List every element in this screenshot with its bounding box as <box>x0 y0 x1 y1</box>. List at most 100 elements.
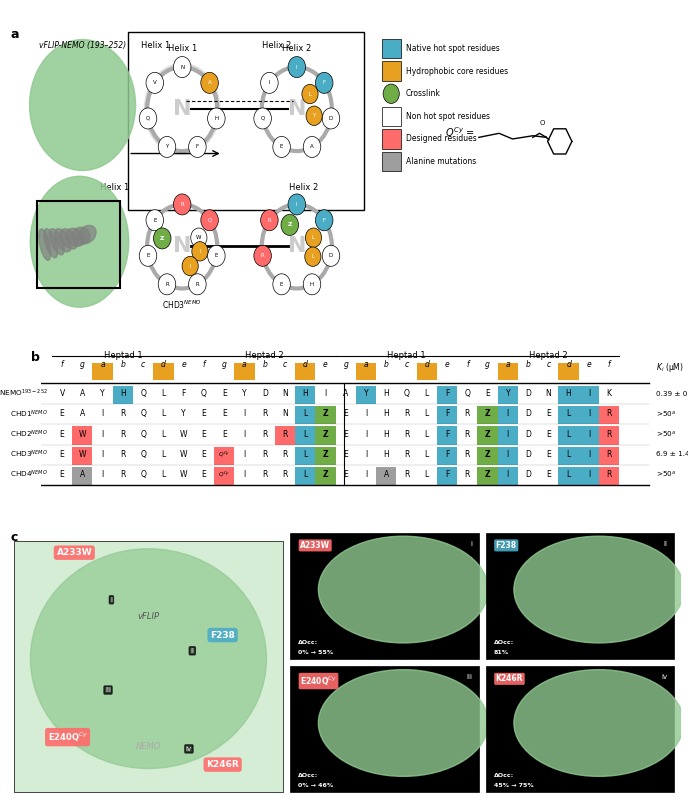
Text: F: F <box>196 145 199 149</box>
Bar <box>92 427 113 444</box>
Text: E: E <box>343 410 348 419</box>
Bar <box>396 427 417 444</box>
Text: a: a <box>364 360 368 368</box>
Text: i: i <box>470 541 472 547</box>
Bar <box>235 427 255 444</box>
Text: 0% → 46%: 0% → 46% <box>298 783 334 788</box>
Text: A233W: A233W <box>56 548 92 558</box>
Text: R: R <box>464 469 470 479</box>
Bar <box>396 386 417 404</box>
Circle shape <box>322 246 340 267</box>
Text: L: L <box>566 469 571 479</box>
Text: 0% → 55%: 0% → 55% <box>298 650 334 654</box>
Bar <box>437 467 457 485</box>
Text: Q: Q <box>140 389 146 398</box>
Bar <box>579 467 599 485</box>
Text: d: d <box>424 360 429 368</box>
Text: Z: Z <box>323 469 328 479</box>
Text: R: R <box>262 410 268 419</box>
Text: W: W <box>180 450 187 459</box>
Bar <box>437 447 457 465</box>
Text: F: F <box>445 430 449 439</box>
Bar <box>194 386 214 404</box>
Circle shape <box>261 210 278 231</box>
Text: $Q^{Cy}$ =: $Q^{Cy}$ = <box>445 125 475 141</box>
Text: 45% → 75%: 45% → 75% <box>494 783 533 788</box>
Text: R: R <box>120 450 125 459</box>
Text: D: D <box>525 389 531 398</box>
Circle shape <box>254 246 271 267</box>
Bar <box>579 386 599 404</box>
Circle shape <box>158 274 175 295</box>
Text: F238: F238 <box>495 541 517 550</box>
Bar <box>396 406 417 424</box>
Bar <box>72 427 92 444</box>
Bar <box>72 386 92 404</box>
Text: E240Q$^{Cy}$: E240Q$^{Cy}$ <box>300 675 337 688</box>
Text: L: L <box>303 450 308 459</box>
Text: E: E <box>202 430 206 439</box>
Text: I: I <box>365 450 367 459</box>
Text: L: L <box>424 430 429 439</box>
Text: R: R <box>262 450 268 459</box>
Text: A: A <box>384 469 389 479</box>
Text: E: E <box>60 450 65 459</box>
Text: ΔOcc:: ΔOcc: <box>298 773 319 778</box>
Bar <box>458 467 477 485</box>
Text: Crosslink: Crosslink <box>406 89 441 99</box>
Text: I: I <box>324 389 327 398</box>
Text: R: R <box>165 282 169 287</box>
Bar <box>497 427 518 444</box>
Bar <box>477 447 497 465</box>
Circle shape <box>305 228 321 247</box>
Text: $Q^{Cy}$: $Q^{Cy}$ <box>218 469 230 479</box>
Bar <box>235 363 255 380</box>
Bar <box>356 363 376 380</box>
Ellipse shape <box>50 229 65 255</box>
Bar <box>255 447 275 465</box>
Ellipse shape <box>30 176 129 307</box>
Text: L: L <box>161 450 166 459</box>
Bar <box>599 447 619 465</box>
Bar <box>437 406 457 424</box>
Bar <box>356 427 376 444</box>
Text: V: V <box>59 389 65 398</box>
Bar <box>538 447 559 465</box>
Circle shape <box>208 108 225 129</box>
Text: L: L <box>161 430 166 439</box>
Bar <box>437 427 457 444</box>
Bar <box>315 427 336 444</box>
Bar <box>92 447 113 465</box>
Text: Helix 2: Helix 2 <box>289 183 318 191</box>
Text: R: R <box>262 469 268 479</box>
Text: O: O <box>539 120 545 126</box>
Text: Z: Z <box>323 430 328 439</box>
Text: L: L <box>312 255 314 259</box>
Bar <box>92 386 113 404</box>
Bar <box>559 363 579 380</box>
Circle shape <box>146 73 164 94</box>
Text: d: d <box>161 360 166 368</box>
Text: c: c <box>546 360 550 368</box>
Circle shape <box>261 73 278 94</box>
Bar <box>518 467 538 485</box>
Bar <box>92 363 113 380</box>
Text: c: c <box>10 532 18 545</box>
Bar <box>72 406 92 424</box>
Bar <box>194 406 214 424</box>
Text: N: N <box>288 99 306 119</box>
Text: D: D <box>525 450 531 459</box>
Ellipse shape <box>66 229 84 246</box>
Bar <box>538 386 559 404</box>
Text: D: D <box>525 430 531 439</box>
Bar <box>376 447 396 465</box>
Text: CHD1$^{NEMO}$: CHD1$^{NEMO}$ <box>10 408 47 419</box>
Text: R: R <box>120 410 125 419</box>
Circle shape <box>158 137 175 158</box>
Text: A: A <box>343 389 348 398</box>
Text: R: R <box>606 450 612 459</box>
Bar <box>173 406 194 424</box>
Text: H: H <box>383 450 389 459</box>
Bar <box>579 447 599 465</box>
Bar <box>497 406 518 424</box>
